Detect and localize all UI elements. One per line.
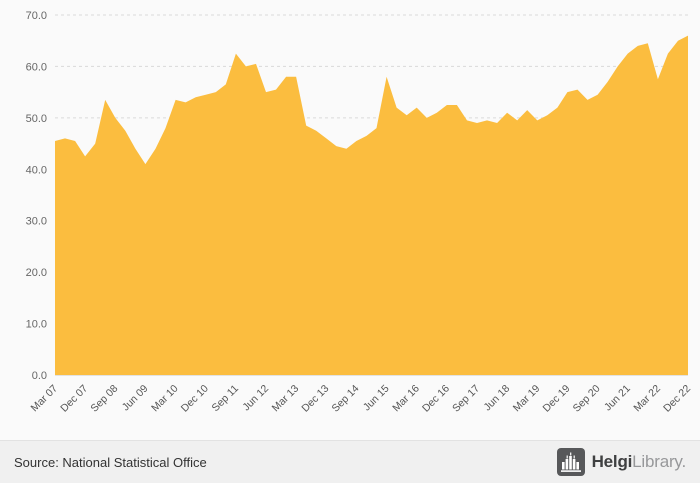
x-tick-label: Dec 07 — [58, 383, 90, 415]
x-tick-label: Sep 20 — [571, 383, 603, 415]
x-tick-label: Dec 10 — [179, 383, 211, 415]
y-tick-label: 0.0 — [32, 370, 47, 382]
x-tick-label: Jun 18 — [481, 383, 512, 414]
x-tick-label: Mar 07 — [29, 383, 61, 415]
brand-name-library: Library — [632, 452, 682, 471]
x-tick-label: Mar 16 — [390, 383, 422, 415]
y-tick-label: 60.0 — [26, 61, 47, 73]
y-tick-label: 50.0 — [26, 113, 47, 125]
helgilibrary-brand[interactable]: HelgiLibrary. — [556, 448, 687, 476]
x-tick-label: Dec 19 — [541, 383, 573, 415]
x-tick-label: Dec 16 — [420, 383, 452, 415]
brand-name-helgi: Helgi — [591, 452, 633, 471]
x-tick-label: Jun 09 — [120, 383, 151, 414]
x-tick-label: Mar 19 — [511, 383, 543, 415]
y-tick-label: 20.0 — [26, 267, 47, 279]
source-label: Source: National Statistical Office — [14, 454, 207, 470]
x-tick-label: Sep 08 — [88, 383, 120, 415]
x-tick-label: Sep 17 — [450, 383, 482, 415]
x-tick-label: Jun 12 — [240, 383, 271, 414]
footer: Source: National Statistical Office Helg… — [0, 440, 700, 483]
brand-wordmark: HelgiLibrary. — [591, 452, 687, 472]
area-series — [55, 35, 688, 375]
x-tick-label: Jun 21 — [602, 383, 633, 414]
x-tick-label: Mar 22 — [631, 383, 663, 415]
x-tick-label: Mar 10 — [149, 383, 181, 415]
x-tick-label: Dec 13 — [299, 383, 331, 415]
x-tick-label: Mar 13 — [270, 383, 302, 415]
x-tick-label: Sep 14 — [330, 383, 362, 415]
y-tick-label: 10.0 — [26, 319, 47, 331]
brand-suffix-dot: . — [681, 452, 686, 471]
x-tick-label: Sep 11 — [210, 383, 242, 415]
y-tick-label: 30.0 — [26, 216, 47, 228]
x-tick-label: Dec 22 — [661, 383, 693, 415]
area-chart: 0.0 10.0 20.0 30.0 40.0 50.0 60.0 70.0 Mar 07 Dec… — [26, 10, 694, 415]
y-tick-label: 40.0 — [26, 164, 47, 176]
helgilibrary-logo-icon — [556, 448, 585, 476]
y-tick-label: 70.0 — [26, 10, 47, 22]
x-tick-label: Jun 15 — [361, 383, 392, 414]
